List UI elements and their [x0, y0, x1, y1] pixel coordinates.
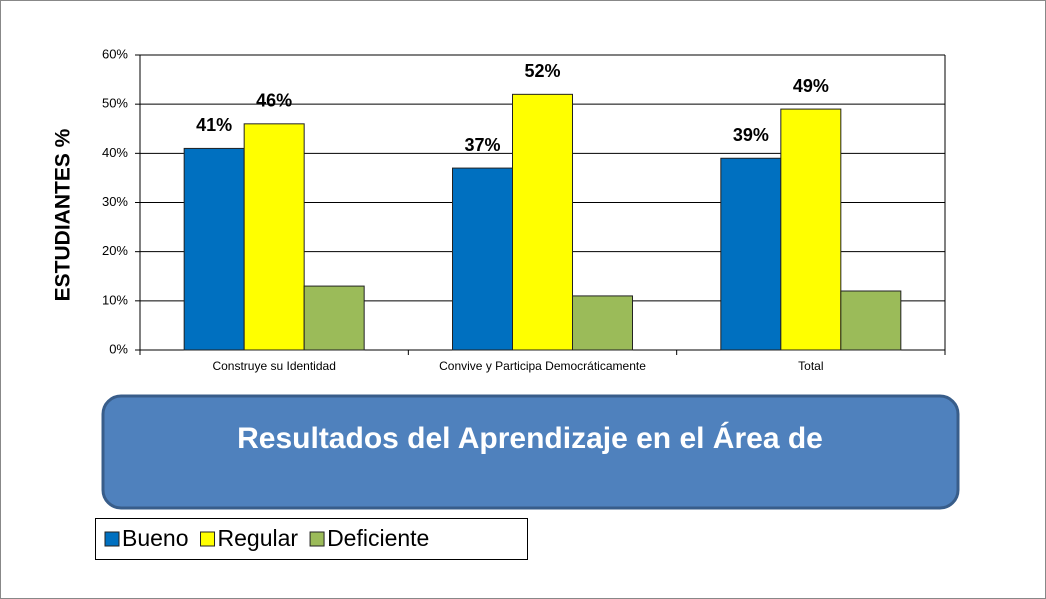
value-label: 37% [464, 135, 500, 155]
value-label: 41% [196, 115, 232, 135]
banner [101, 394, 960, 510]
value-label: 52% [524, 61, 560, 81]
value-label: 39% [733, 125, 769, 145]
x-tick-label: Total [798, 359, 823, 373]
y-tick-label: 0% [109, 341, 128, 356]
x-tick-label: Construye su Identidad [212, 359, 335, 373]
bar [243, 123, 305, 351]
legend-label: Bueno [122, 525, 189, 551]
y-tick-label: 50% [102, 96, 128, 111]
y-tick-label: 30% [102, 194, 128, 209]
bar [840, 290, 902, 351]
bar [720, 157, 782, 351]
y-axis-label: ESTUDIANTES % [52, 128, 75, 301]
bar [572, 295, 633, 351]
value-label: 46% [256, 91, 292, 111]
bar [780, 108, 842, 351]
banner-text: Resultados del Aprendizaje en el Área de [237, 421, 823, 455]
legend-label: Deficiente [327, 525, 429, 551]
value-label: 49% [793, 76, 829, 96]
y-tick-label: 60% [102, 46, 128, 61]
bar [512, 93, 573, 351]
y-tick-label: 40% [102, 145, 128, 160]
legend-swatch [200, 531, 216, 547]
bar [452, 167, 513, 351]
y-tick-label: 20% [102, 243, 128, 258]
y-tick-label: 10% [102, 292, 128, 307]
bar [183, 147, 245, 351]
legend-swatch [104, 531, 120, 547]
legend-swatch [309, 531, 325, 547]
legend-label: Regular [218, 525, 299, 551]
bar [303, 285, 365, 351]
x-tick-label: Convive y Participa Democráticamente [439, 359, 646, 373]
